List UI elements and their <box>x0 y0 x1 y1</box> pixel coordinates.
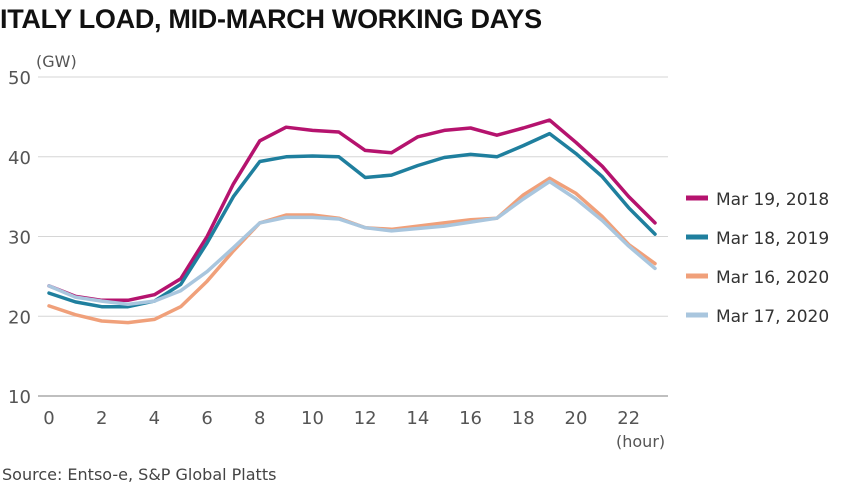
x-tick-label: 22 <box>617 408 640 429</box>
series-line-1 <box>47 118 657 303</box>
legend-label: Mar 17, 2020 <box>716 307 829 327</box>
x-tick-label: 20 <box>565 408 588 429</box>
series-line-4 <box>47 179 657 307</box>
x-tick-label: 10 <box>301 408 324 429</box>
x-tick-label: 18 <box>512 408 535 429</box>
x-axis-label: (hour) <box>616 432 665 451</box>
y-tick-labels: 10 20 30 40 50 <box>8 68 31 408</box>
series-lines <box>47 118 657 325</box>
y-tick-label: 50 <box>8 68 31 89</box>
x-tick-label: 16 <box>459 408 482 429</box>
y-axis-label: (GW) <box>36 52 77 71</box>
x-tick-label: 0 <box>43 408 54 429</box>
x-tick-label: 4 <box>149 408 160 429</box>
x-tick-label: 14 <box>406 408 429 429</box>
x-tick-label: 12 <box>354 408 377 429</box>
x-tick-label: 6 <box>201 408 212 429</box>
source-note: Source: Entso-e, S&P Global Platts <box>2 465 277 484</box>
x-tick-labels: 0 2 4 6 8 10 12 14 16 18 20 22 <box>43 408 640 429</box>
chart-title: ITALY LOAD, MID-MARCH WORKING DAYS <box>0 4 542 34</box>
y-tick-label: 20 <box>8 307 31 328</box>
y-tick-label: 40 <box>8 148 31 169</box>
x-tick-label: 8 <box>254 408 265 429</box>
grid-lines <box>38 76 668 397</box>
legend-label: Mar 16, 2020 <box>716 268 829 288</box>
y-tick-label: 10 <box>8 387 31 408</box>
legend-label: Mar 19, 2018 <box>716 190 829 210</box>
legend: Mar 19, 2018 Mar 18, 2019 Mar 16, 2020 Mar … <box>686 190 829 327</box>
series-line-2 <box>47 131 657 309</box>
x-tick-label: 2 <box>96 408 107 429</box>
y-tick-label: 30 <box>8 228 31 249</box>
legend-label: Mar 18, 2019 <box>716 229 829 249</box>
series-line-3 <box>47 176 657 325</box>
